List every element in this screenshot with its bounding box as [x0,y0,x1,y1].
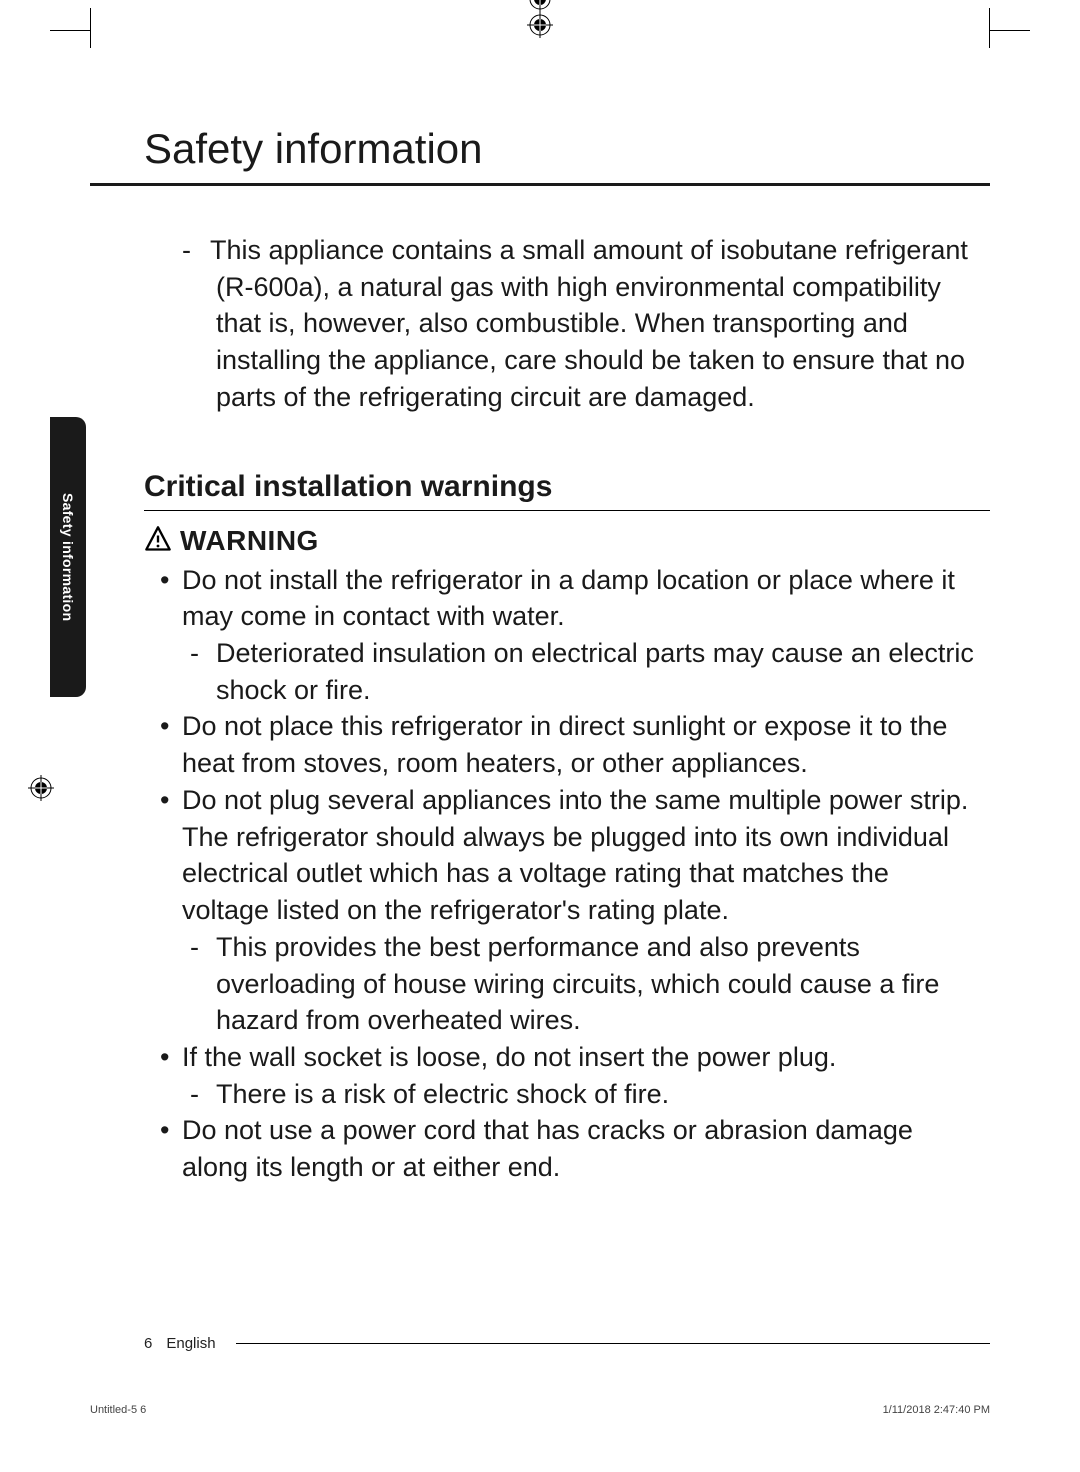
bullet-sub-item: There is a risk of electric shock of fir… [182,1076,980,1113]
footer-rule [236,1343,990,1344]
bullet-sub-item: This provides the best performance and a… [182,929,980,1039]
bullet-item: Do not use a power cord that has cracks … [182,1112,980,1185]
footer-language: English [166,1335,215,1352]
registration-mark-left [28,775,54,801]
registration-mark-top [527,12,553,38]
dash-marker: - [182,232,210,269]
warning-heading: WARNING [90,525,990,558]
page-footer: 6 English [144,1335,990,1352]
warning-label: WARNING [180,525,319,557]
bullet-item: Do not plug several appliances into the … [182,782,980,929]
side-tab-label: Safety information [60,493,76,621]
bullet-sub-item: Deteriorated insulation on electrical pa… [182,635,980,708]
side-tab: Safety information [50,417,86,697]
page-title: Safety information [90,125,990,186]
warning-bullets: Do not install the refrigerator in a dam… [90,562,990,1186]
registration-mark-bottom [527,0,553,12]
print-meta-left: Untitled-5 6 [90,1404,146,1416]
intro-text: This appliance contains a small amount o… [210,235,968,412]
bullet-item: Do not place this refrigerator in direct… [182,708,980,781]
intro-paragraph: -This appliance contains a small amount … [90,232,990,416]
page-content: Safety information Safety information -T… [90,125,990,1352]
section-heading: Critical installation warnings [90,470,990,504]
bullet-item: If the wall socket is loose, do not inse… [182,1039,980,1076]
bullet-item: Do not install the refrigerator in a dam… [182,562,980,635]
print-meta-right: 1/11/2018 2:47:40 PM [883,1404,990,1416]
warning-icon [144,525,172,558]
page-number: 6 [144,1335,152,1352]
section-rule [144,510,990,511]
